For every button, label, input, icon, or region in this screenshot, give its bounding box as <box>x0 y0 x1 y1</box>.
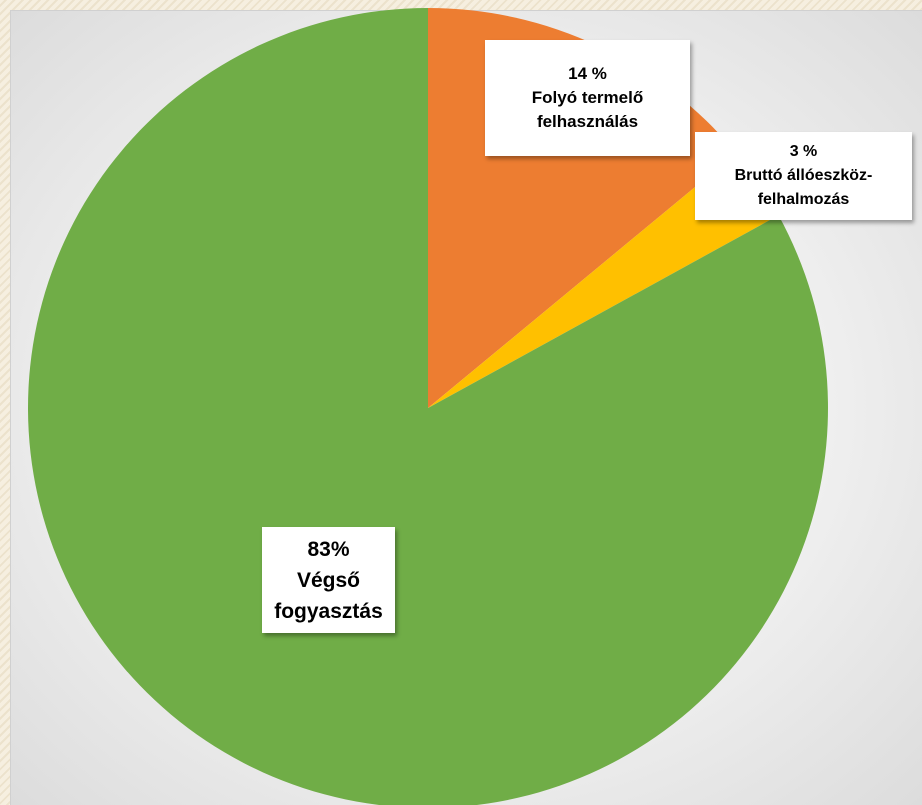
data-label-name-line: felhalmozás <box>757 191 850 208</box>
data-label-name-line: felhasználás <box>536 112 639 131</box>
data-label-value: 3 % <box>789 143 818 160</box>
pie-slice-gross-fixed-capital <box>428 153 779 408</box>
data-label-name-line: Végső <box>296 568 361 592</box>
data-label-name-line: Folyó termelő <box>531 88 644 107</box>
data-label-current-production-use: 14 % Folyó termelő felhasználás <box>485 40 690 156</box>
data-label-value: 14 % <box>568 64 607 83</box>
data-label-name-line: Bruttó állóeszköz- <box>734 167 873 184</box>
data-label-value: 83% <box>307 537 350 561</box>
data-label-final-consumption: 83% Végső fogyasztás <box>262 527 395 633</box>
pie-slice-final-consumption <box>28 8 828 805</box>
pie-slices <box>28 8 828 805</box>
data-label-gross-fixed-capital: 3 % Bruttó állóeszköz- felhalmozás <box>695 132 912 220</box>
data-label-name-line: fogyasztás <box>274 599 383 623</box>
